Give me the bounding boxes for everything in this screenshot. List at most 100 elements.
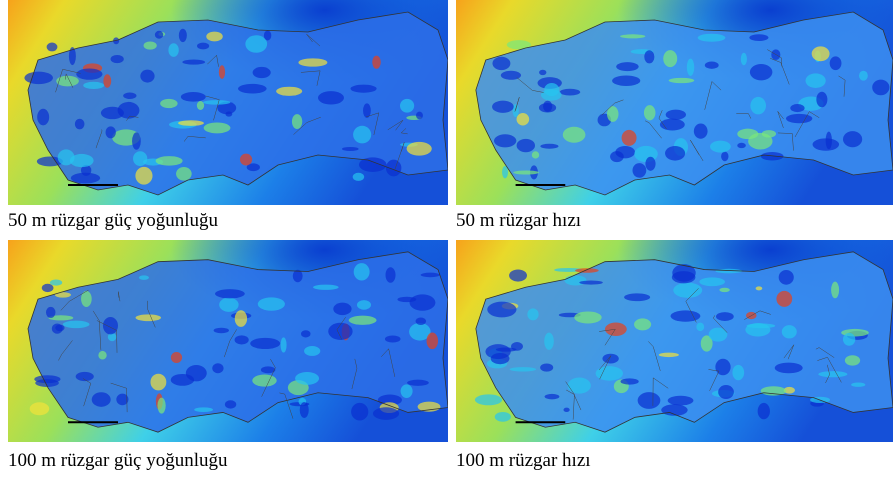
terrain-patch bbox=[705, 62, 719, 69]
terrain-patch bbox=[575, 268, 599, 273]
terrain-patch bbox=[612, 75, 640, 85]
terrain-patch bbox=[118, 102, 140, 119]
terrain-patch bbox=[295, 372, 319, 385]
terrain-patch bbox=[563, 127, 586, 143]
terrain-patch bbox=[532, 151, 539, 158]
terrain-patch bbox=[517, 113, 530, 125]
map bbox=[456, 0, 893, 205]
terrain-patch bbox=[373, 407, 399, 420]
terrain-patch bbox=[140, 70, 154, 83]
terrain-patch bbox=[304, 346, 320, 356]
terrain-patch bbox=[206, 32, 222, 42]
terrain-patch bbox=[779, 270, 794, 285]
terrain-patch bbox=[342, 147, 359, 151]
terrain-patch bbox=[818, 371, 847, 377]
map bbox=[456, 240, 893, 442]
terrain-patch bbox=[496, 348, 517, 352]
terrain-patch bbox=[215, 289, 245, 298]
terrain-patch bbox=[225, 400, 236, 408]
terrain-patch bbox=[98, 351, 106, 360]
terrain-patch bbox=[545, 394, 560, 399]
terrain-patch bbox=[103, 74, 111, 87]
terrain-patch bbox=[235, 335, 249, 344]
terrain-patch bbox=[699, 277, 725, 286]
terrain-patch bbox=[353, 173, 364, 181]
terrain-patch bbox=[540, 363, 553, 371]
terrain-patch bbox=[579, 281, 603, 285]
terrain-patch bbox=[135, 167, 152, 185]
terrain-patch bbox=[313, 285, 339, 290]
terrain-patch bbox=[300, 402, 309, 418]
terrain-patch bbox=[718, 385, 734, 399]
terrain-patch bbox=[144, 41, 157, 49]
terrain-patch bbox=[194, 407, 213, 412]
terrain-patch bbox=[721, 152, 728, 162]
terrain-patch bbox=[671, 310, 701, 321]
terrain-patch bbox=[407, 380, 429, 386]
terrain-patch bbox=[790, 104, 804, 112]
terrain-patch bbox=[333, 303, 351, 315]
terrain-patch bbox=[517, 139, 535, 152]
terrain-patch bbox=[568, 378, 591, 394]
terrain-patch bbox=[673, 283, 702, 298]
terrain-patch bbox=[182, 60, 205, 65]
terrain-patch bbox=[830, 56, 842, 70]
terrain-patch bbox=[806, 73, 826, 88]
terrain-patch bbox=[178, 120, 204, 126]
terrain-patch bbox=[353, 126, 371, 144]
terrain-patch bbox=[212, 363, 223, 373]
terrain-patch bbox=[621, 378, 639, 384]
terrain-patch bbox=[638, 392, 661, 409]
terrain-patch bbox=[171, 352, 182, 363]
terrain-patch bbox=[475, 394, 502, 405]
terrain-patch bbox=[620, 34, 645, 38]
terrain-patch bbox=[845, 355, 860, 365]
terrain-patch bbox=[843, 131, 862, 147]
terrain-patch bbox=[696, 323, 704, 331]
terrain-patch bbox=[715, 359, 730, 375]
terrain-patch bbox=[132, 132, 141, 149]
terrain-patch bbox=[487, 302, 516, 318]
terrain-patch bbox=[421, 273, 440, 278]
terrain-patch bbox=[186, 365, 207, 381]
terrain-patch bbox=[24, 72, 53, 85]
terrain-patch bbox=[160, 99, 177, 108]
terrain-patch bbox=[50, 279, 62, 285]
caption: 100 m rüzgar güç yoğunluğu bbox=[8, 450, 228, 472]
terrain-patch bbox=[710, 141, 731, 153]
terrain-patch bbox=[351, 403, 368, 421]
terrain-patch bbox=[76, 68, 102, 79]
terrain-patch bbox=[155, 31, 163, 39]
terrain-patch bbox=[156, 156, 183, 166]
terrain-patch bbox=[253, 67, 271, 78]
figure: 50 m rüzgar güç yoğunluğu 50 m rüzgar hı… bbox=[0, 0, 893, 481]
terrain-patch bbox=[826, 132, 832, 150]
terrain-patch bbox=[292, 114, 302, 129]
terrain-patch bbox=[42, 284, 54, 292]
terrain-patch bbox=[872, 80, 889, 96]
terrain-patch bbox=[616, 62, 638, 71]
terrain-patch bbox=[281, 337, 287, 352]
terrain-patch bbox=[775, 363, 803, 374]
terrain-patch bbox=[400, 99, 414, 113]
terrain-patch bbox=[544, 333, 554, 350]
terrain-patch bbox=[55, 325, 64, 332]
terrain-patch bbox=[737, 129, 758, 139]
terrain-patch bbox=[276, 87, 302, 96]
terrain-patch bbox=[111, 55, 124, 63]
terrain-patch bbox=[539, 70, 546, 75]
terrain-patch bbox=[543, 101, 552, 112]
terrain-patch bbox=[669, 78, 695, 83]
terrain-patch bbox=[666, 110, 686, 120]
terrain-patch bbox=[563, 408, 569, 412]
terrain-patch bbox=[491, 353, 510, 364]
terrain-patch bbox=[71, 173, 100, 184]
terrain-patch bbox=[63, 321, 90, 328]
terrain-patch bbox=[698, 34, 726, 42]
terrain-patch bbox=[509, 269, 527, 281]
terrain-patch bbox=[176, 167, 192, 181]
terrain-patch bbox=[47, 43, 58, 52]
terrain-patch bbox=[747, 323, 776, 328]
terrain-patch bbox=[181, 92, 206, 102]
terrain-patch bbox=[812, 46, 830, 61]
